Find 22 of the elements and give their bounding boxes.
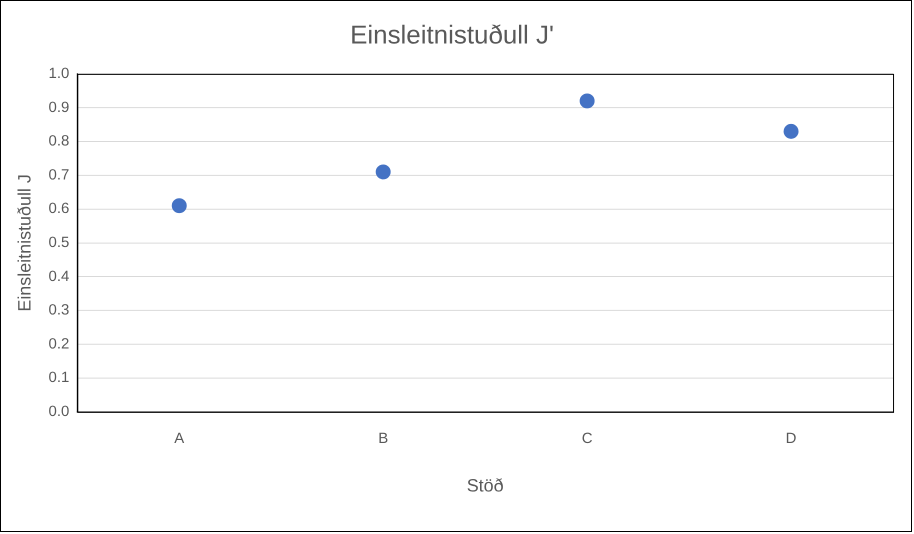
point xyxy=(376,164,391,180)
point xyxy=(580,93,595,108)
y-tick-label: 0.6 xyxy=(48,200,70,218)
x-tick-label: D xyxy=(786,430,797,447)
y-tick-label: 0.8 xyxy=(48,132,70,150)
x-tick-label: B xyxy=(378,430,388,447)
x-tick-label: C xyxy=(582,430,593,447)
y-tick-label: 1.0 xyxy=(48,65,70,82)
y-axis-title: Einsleitnistuðull J xyxy=(14,174,35,312)
chart-title: Einsleitnistuðull J' xyxy=(350,22,554,50)
y-tick-label: 0.5 xyxy=(48,234,70,252)
y-tick-label: 0.9 xyxy=(48,98,70,116)
y-tick-label: 0.0 xyxy=(48,402,70,420)
y-tick-label: 0.4 xyxy=(48,268,70,285)
point xyxy=(784,124,799,139)
point xyxy=(172,198,187,214)
y-tick-label: 0.7 xyxy=(48,166,70,184)
x-tick-label: A xyxy=(174,430,184,447)
y-tick-label: 0.1 xyxy=(48,369,70,386)
x-axis-title: Stöð xyxy=(466,475,504,496)
y-tick-label: 0.3 xyxy=(48,302,70,319)
y-tick-label: 0.2 xyxy=(48,335,70,352)
